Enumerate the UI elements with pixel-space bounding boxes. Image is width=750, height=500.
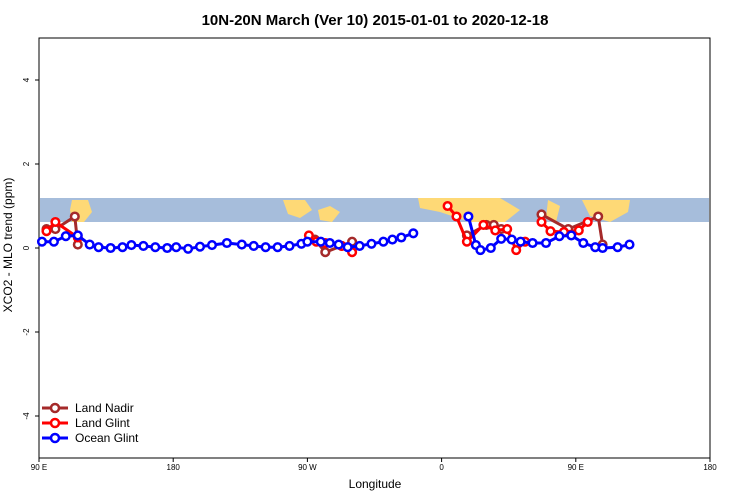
legend-item: Land Nadir [42,401,134,415]
data-point [554,231,565,242]
data-point [117,242,128,253]
data-point [60,231,71,242]
data-point [593,211,604,222]
data-point [496,233,507,244]
data-point [126,240,137,251]
y-tick-label: 0 [22,245,31,250]
series-ocean-glint [36,211,635,256]
x-tick-label: 0 [439,463,444,472]
x-tick-label: 180 [167,463,181,472]
data-point [354,240,365,251]
data-point [50,216,61,228]
data-point [194,241,206,252]
legend-swatch-marker [49,402,61,414]
data-point [41,226,52,237]
data-point [463,211,474,222]
data-point [366,238,377,249]
data-point [183,243,194,254]
data-point [171,242,182,253]
land-shape [318,206,340,222]
data-point [162,242,173,254]
x-tick-label: 90 E [31,463,47,472]
data-point [511,245,522,256]
x-tick-label: 180 [703,463,717,472]
legend-swatch-marker [49,417,61,429]
y-tick-label: -4 [22,412,31,420]
x-tick-label: 90 E [568,463,584,472]
x-axis: 90 E 180 90 W 0 90 E 180 [31,458,717,472]
data-point [478,219,489,230]
data-point [578,237,589,249]
data-point [408,228,419,239]
data-point [248,240,259,251]
data-point [475,245,486,256]
data-point [320,247,331,258]
x-axis-label: Longitude [349,477,402,491]
series-layer [36,200,635,258]
data-point [342,242,353,253]
y-tick-label: -2 [22,328,31,336]
data-point [566,230,577,241]
data-point [36,236,48,247]
data-point [378,236,389,247]
data-point [527,237,538,249]
data-point [540,237,552,249]
data-point [442,200,453,212]
data-point [582,216,593,228]
legend-swatch-marker [49,432,61,444]
world-map-strip [40,198,709,222]
y-tick-label: 4 [22,77,31,82]
data-point [324,237,335,249]
data-point [597,242,608,254]
data-point [105,242,116,254]
data-point [221,237,232,249]
data-point [72,230,83,241]
data-point [302,236,313,247]
data-point [515,236,526,247]
data-point [502,224,513,235]
legend-label: Land Glint [75,416,130,430]
land-shape [546,200,560,222]
data-point [545,226,556,237]
y-axis: 4 2 0 -2 -4 [22,77,39,420]
data-point [485,242,496,254]
data-point [48,236,59,247]
data-point [387,234,398,245]
data-point [138,240,149,251]
legend-item: Ocean Glint [42,431,139,445]
data-point [573,225,584,236]
data-point [506,234,517,245]
data-point [624,239,635,250]
data-point [84,239,95,250]
data-point [69,211,80,222]
data-point [451,211,462,222]
data-point [150,242,161,253]
data-point [461,236,472,247]
data-point [536,216,547,228]
data-point [333,239,344,250]
chart-title: 10N-20N March (Ver 10) 2015-01-01 to 202… [202,12,549,29]
legend-label: Ocean Glint [75,431,139,445]
data-point [284,240,295,251]
data-point [272,242,283,253]
legend-label: Land Nadir [75,401,134,415]
x-tick-label: 90 W [298,463,317,472]
data-point [93,242,104,253]
data-point [612,242,623,253]
data-point [396,232,407,243]
plot-area [36,37,711,459]
series-line [42,231,414,251]
data-point [236,239,247,250]
legend-item: Land Glint [42,416,130,430]
y-axis-label: XCO2 - MLO trend (ppm) [1,178,15,313]
y-tick-label: 2 [22,161,31,166]
land-shape [283,200,312,218]
data-point [315,236,326,247]
data-point [490,225,501,236]
data-point [206,240,218,251]
data-point [260,242,271,253]
